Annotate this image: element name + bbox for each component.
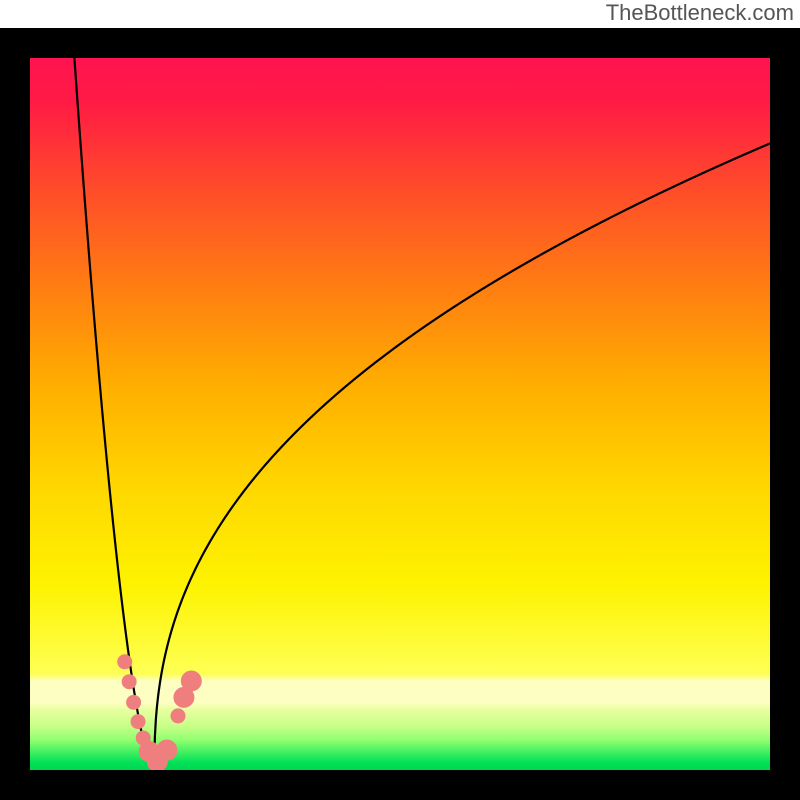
chart-plot-area — [30, 58, 770, 770]
data-marker — [131, 715, 145, 729]
data-marker — [181, 671, 201, 691]
data-marker — [118, 655, 132, 669]
chart-svg — [30, 58, 770, 770]
data-marker — [171, 709, 185, 723]
data-marker — [157, 740, 177, 760]
watermark-label: TheBottleneck.com — [606, 0, 794, 26]
data-marker — [122, 675, 136, 689]
gradient-background — [30, 58, 770, 770]
data-marker — [127, 695, 141, 709]
